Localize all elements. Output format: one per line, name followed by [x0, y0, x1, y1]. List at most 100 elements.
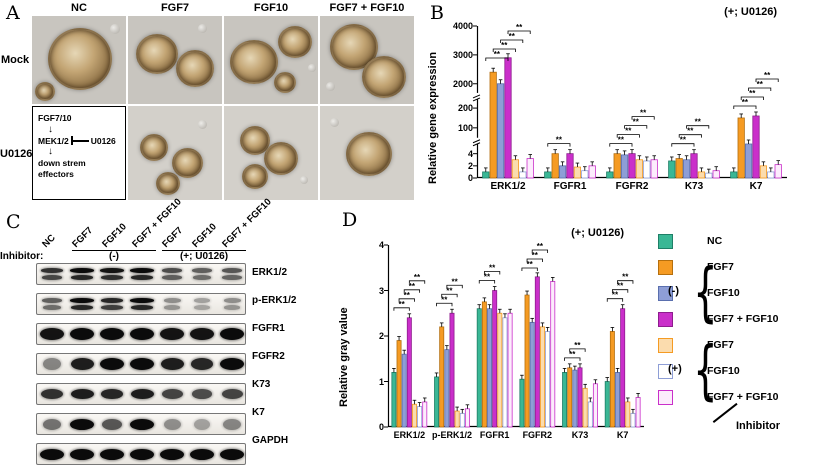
chart-line	[472, 139, 481, 144]
bar-FGF10	[487, 308, 492, 428]
bar-FGF10	[529, 321, 535, 428]
blot-band	[42, 418, 62, 430]
category-label: FGFR2	[615, 181, 649, 192]
significance-bracket	[521, 267, 538, 271]
blot-band	[130, 298, 154, 303]
legend-swatch	[658, 285, 673, 301]
chart-line	[472, 97, 481, 102]
blot-band	[190, 328, 214, 340]
blot-band	[42, 298, 62, 303]
blot-band	[163, 418, 181, 430]
condition-annotation: (+; U0126)	[724, 6, 777, 18]
blot-band	[160, 448, 184, 460]
legend-group-brace: {	[693, 334, 718, 408]
bar-FGF10	[682, 159, 691, 179]
blot-band	[43, 358, 61, 370]
y-tick-label: 2000	[452, 78, 473, 89]
blot-band	[130, 358, 154, 370]
micrograph-u0126-fgf7	[128, 106, 222, 200]
bar-FGF10	[444, 349, 450, 428]
y-tick-label: 3	[378, 285, 384, 296]
blot-band	[101, 305, 123, 310]
category-label: K7	[616, 430, 629, 440]
bar-FGF10	[496, 83, 505, 179]
significance-bracket	[485, 57, 509, 61]
bar-FGF7 + FGF10 (+U0126)	[588, 165, 596, 179]
bar-NC	[434, 376, 440, 428]
diagram-node-effectors: down strem effectors	[38, 158, 86, 179]
blot-band	[100, 275, 124, 280]
bar-NC	[668, 160, 676, 179]
blot-band	[160, 358, 184, 370]
bar-FGF7 + FGF10 (+U0126)	[592, 383, 598, 428]
bubble	[300, 176, 308, 184]
bar-FGF10 (+U0126)	[417, 406, 423, 428]
bar-FGF7 (+U0126)	[582, 387, 588, 428]
blot-band	[41, 275, 63, 280]
blot-band	[223, 298, 241, 303]
bar-FGF7 + FGF10	[690, 153, 698, 179]
micrograph-mock-fgf7fgf10	[320, 16, 414, 104]
blot-band	[40, 328, 64, 340]
legend-label: NC	[707, 235, 723, 247]
blot-band	[223, 305, 241, 310]
significance-marker: **	[399, 300, 406, 309]
bar-FGF10	[558, 165, 567, 179]
organoid	[362, 56, 406, 98]
blot-band	[100, 298, 124, 303]
blot-band	[130, 389, 154, 399]
blot-band	[100, 389, 124, 399]
organoid	[172, 148, 203, 178]
bar-FGF7 + FGF10	[406, 317, 412, 428]
significance-bracket	[617, 280, 634, 284]
bar-FGF7 + FGF10	[577, 367, 583, 428]
bubble	[110, 24, 120, 34]
significance-bracket	[526, 258, 543, 262]
significance-bracket	[531, 249, 549, 253]
significance-bracket	[492, 48, 516, 52]
protein-label: ERK1/2	[252, 267, 288, 278]
significance-marker: **	[742, 98, 749, 107]
significance-bracket	[408, 280, 426, 284]
bar-NC	[730, 171, 738, 179]
bar-FGF7	[609, 331, 615, 428]
significance-marker: **	[640, 109, 647, 118]
bar-FGF7 (+U0126)	[759, 165, 768, 179]
protein-label: FGFR2	[252, 351, 285, 362]
significance-bracket	[403, 289, 421, 293]
bar-NC	[604, 381, 610, 428]
micrograph-mock-fgf10	[224, 16, 318, 104]
significance-marker: **	[501, 41, 508, 50]
blot-band	[220, 448, 244, 460]
legend-label: FGF7 + FGF10	[707, 391, 779, 403]
y-tick-label: 4	[467, 148, 473, 159]
bar-FGF7 + FGF10 (+U0126)	[550, 281, 556, 428]
blot-band	[41, 268, 63, 273]
blot-band	[161, 268, 183, 273]
y-tick-label: 4000	[452, 21, 473, 31]
panel-c: C Inhibitor: (-) (+; U0126) ERK1/2 p-ERK1…	[0, 196, 330, 467]
bar-FGF10	[401, 353, 407, 428]
micrograph-u0126-fgf7fgf10	[320, 106, 414, 200]
panel-b: B Relative gene expression (+; U0126) **…	[425, 0, 813, 205]
significance-bracket	[564, 357, 581, 361]
blot-band	[162, 275, 182, 280]
organoid	[330, 24, 378, 70]
organoid	[346, 132, 392, 176]
down-arrow-icon: ↓	[48, 123, 53, 135]
significance-marker: **	[680, 136, 687, 145]
lane-label: FGF10	[190, 221, 219, 250]
blot-band	[41, 389, 63, 399]
row-label-mock: Mock	[0, 54, 30, 66]
bar-FGF7 + FGF10	[449, 312, 455, 428]
bar-FGF10 (+U0126)	[587, 401, 593, 428]
blot-band	[220, 358, 244, 370]
category-label: FGFR1	[479, 430, 510, 440]
significance-bracket	[616, 134, 640, 138]
bar-FGF10 (+U0126)	[705, 172, 713, 179]
blot-band	[161, 389, 183, 399]
blot-band	[223, 418, 241, 430]
legend-item: FGF7	[658, 254, 813, 280]
lane-label: FGF10	[100, 221, 129, 250]
column-header-fgf10: FGF10	[253, 2, 289, 14]
